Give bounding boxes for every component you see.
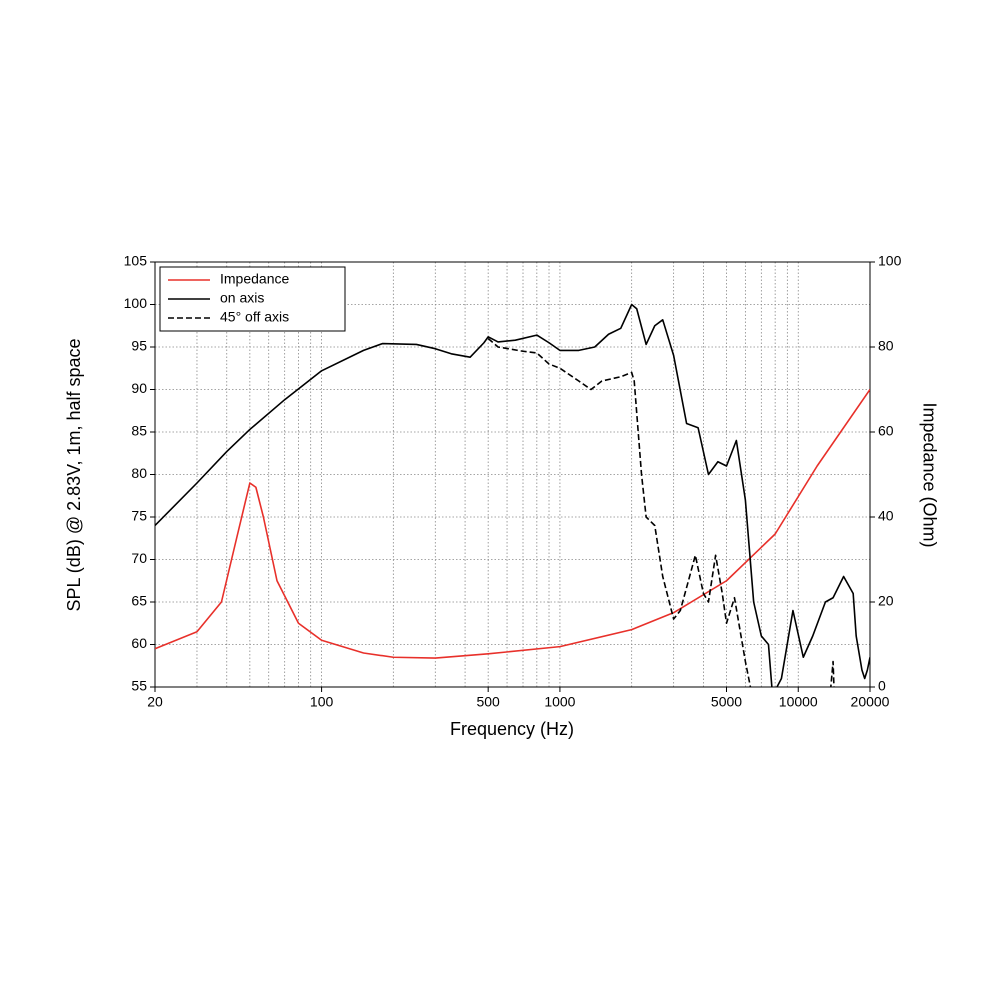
y2-tick-label: 40 <box>878 508 894 524</box>
x-tick-label: 20 <box>147 694 163 710</box>
x-tick-label: 500 <box>476 694 500 710</box>
plot-frame <box>154 261 871 688</box>
series-line <box>487 337 835 687</box>
y2-axis-title: Impedance (Ohm) <box>919 402 939 547</box>
y-tick-label: 105 <box>124 253 148 269</box>
y-tick-label: 75 <box>131 508 147 524</box>
x-tick-label: 1000 <box>544 694 575 710</box>
x-axis-title: Frequency (Hz) <box>450 719 574 739</box>
y-tick-label: 65 <box>131 593 147 609</box>
y2-tick-label: 20 <box>878 593 894 609</box>
y-tick-label: 100 <box>124 295 148 311</box>
y-axis-title: SPL (dB) @ 2.83V, 1m, half space <box>64 338 84 611</box>
x-tick-label: 5000 <box>711 694 742 710</box>
y-tick-label: 60 <box>131 635 147 651</box>
x-tick-label: 20000 <box>851 694 890 710</box>
y2-tick-label: 0 <box>878 678 886 694</box>
x-tick-label: 10000 <box>779 694 818 710</box>
y-tick-label: 55 <box>131 678 147 694</box>
x-tick-label: 100 <box>310 694 334 710</box>
y-tick-label: 85 <box>131 423 147 439</box>
legend-label: Impedance <box>220 271 289 287</box>
plot-area <box>155 303 870 687</box>
legend-label: on axis <box>220 290 264 306</box>
y2-tick-label: 80 <box>878 338 894 354</box>
y2-tick-label: 100 <box>878 253 902 269</box>
y-tick-label: 95 <box>131 338 147 354</box>
y2-tick-label: 60 <box>878 423 894 439</box>
series-line <box>155 303 870 687</box>
y-tick-label: 90 <box>131 380 147 396</box>
y-tick-label: 80 <box>131 465 147 481</box>
legend-label: 45° off axis <box>220 309 289 325</box>
y-tick-label: 70 <box>131 550 147 566</box>
series-line <box>155 389 870 659</box>
